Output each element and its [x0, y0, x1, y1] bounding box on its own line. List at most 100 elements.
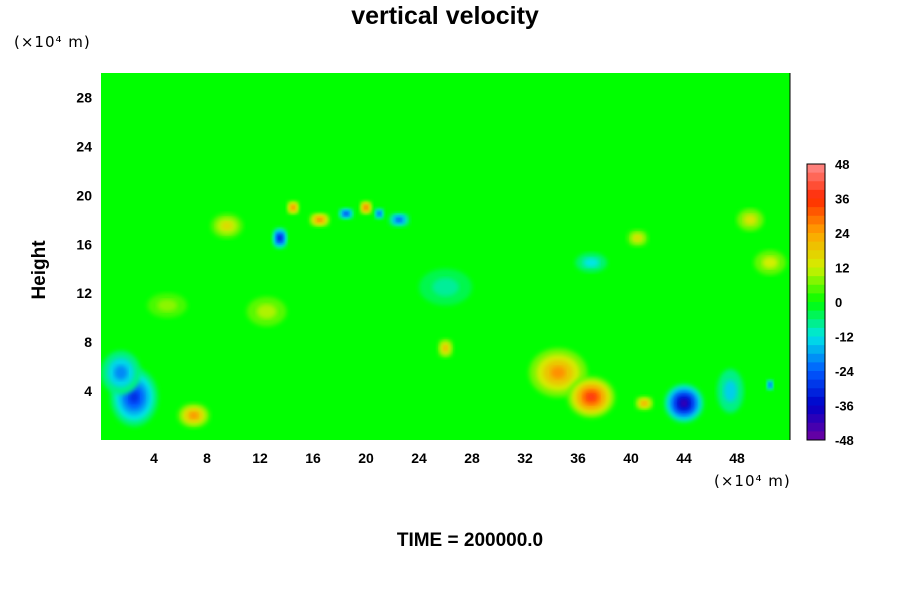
y-tick-label: 28	[76, 89, 92, 105]
field-contour	[769, 383, 771, 387]
colorbar-band	[807, 405, 825, 415]
x-tick-label: 32	[517, 450, 533, 466]
colorbar-band	[807, 327, 825, 337]
y-tick-label: 16	[76, 236, 92, 252]
field-feature	[567, 376, 616, 418]
colorbar-band	[807, 215, 825, 225]
colorbar-tick-label: -48	[835, 433, 854, 448]
field-feature	[373, 207, 385, 220]
colorbar-band	[807, 172, 825, 182]
colorbar-band	[807, 233, 825, 243]
field-feature	[177, 403, 210, 428]
colorbar-band	[807, 241, 825, 251]
field-contour	[344, 212, 348, 215]
velocity-field	[101, 200, 787, 428]
x-tick-label: 20	[358, 450, 374, 466]
field-feature	[575, 252, 608, 273]
field-feature	[419, 268, 472, 306]
colorbar-band	[807, 189, 825, 199]
colorbar-band	[807, 396, 825, 406]
field-contour	[762, 256, 779, 269]
x-tick-label: 24	[411, 450, 427, 466]
colorbar-band	[807, 276, 825, 286]
field-feature	[627, 229, 649, 247]
field-feature	[737, 208, 764, 231]
field-feature	[359, 200, 373, 215]
field-contour	[129, 391, 139, 404]
colorbar-band	[807, 310, 825, 320]
field-feature	[766, 378, 775, 392]
colorbar-band	[807, 414, 825, 424]
y-tick-label: 24	[76, 138, 92, 154]
colorbar-band	[807, 379, 825, 389]
field-contour	[317, 218, 322, 222]
x-tick-label: 44	[676, 450, 692, 466]
y-axis-label: Height	[29, 240, 50, 300]
field-feature	[388, 212, 410, 228]
field-contour	[189, 412, 198, 419]
y-axis-unit: (×10⁴ m)	[14, 33, 91, 51]
colorbar-band	[807, 224, 825, 234]
time-label: TIME = 200000.0	[396, 530, 544, 551]
colorbar-band	[807, 371, 825, 381]
colorbar-band	[807, 250, 825, 260]
y-tick-label: 8	[84, 334, 92, 350]
colorbar-band	[807, 336, 825, 346]
colorbar-tick-label: -36	[835, 399, 854, 414]
colorbar-ticks: 48 36 24 12 0 -12 -24 -36 -48	[835, 157, 855, 448]
field-contour	[634, 235, 642, 242]
colorbar-tick-label: -12	[835, 330, 854, 345]
y-tick-label: 12	[76, 285, 92, 301]
colorbar-band	[807, 267, 825, 277]
field-feature	[634, 395, 654, 411]
colorbar-band	[807, 207, 825, 217]
x-tick-label: 36	[570, 450, 586, 466]
field-contour	[743, 214, 757, 226]
field-feature	[437, 338, 454, 359]
y-tick-label: 4	[84, 383, 92, 399]
field-feature	[210, 213, 243, 239]
field-feature	[147, 293, 188, 318]
field-contour	[641, 401, 647, 406]
x-tick-label: 4	[150, 450, 158, 466]
x-axis-unit: (×10⁴ m)	[714, 472, 791, 490]
colorbar-band	[807, 345, 825, 355]
colorbar-band	[807, 198, 825, 208]
colorbar-band	[807, 164, 825, 174]
field-contour	[587, 393, 596, 401]
x-tick-label: 16	[305, 450, 321, 466]
plot-area	[101, 73, 790, 440]
colorbar-band	[807, 181, 825, 191]
field-contour	[256, 304, 277, 319]
field-contour	[364, 206, 368, 210]
colorbar-band	[807, 388, 825, 398]
field-feature	[286, 200, 300, 215]
x-axis-ticks: 4 8 12 16 20 24 28 32 36 40 44 48	[150, 450, 745, 466]
colorbar-border	[806, 163, 826, 441]
field-feature	[246, 296, 287, 327]
x-tick-label: 12	[252, 450, 268, 466]
y-tick-label: 20	[76, 187, 92, 203]
colorbar-band	[807, 431, 825, 441]
colorbar-tick-label: -24	[835, 364, 855, 379]
colorbar	[806, 163, 826, 441]
field-contour	[723, 380, 737, 403]
field-contour	[443, 345, 448, 351]
colorbar-tick-label: 0	[835, 295, 842, 310]
field-contour	[221, 221, 233, 230]
colorbar-tick-label: 24	[835, 226, 850, 241]
field-contour	[396, 217, 402, 222]
field-contour	[681, 400, 687, 407]
colorbar-band	[807, 293, 825, 303]
chart-title: vertical velocity	[351, 2, 539, 30]
colorbar-band	[807, 284, 825, 294]
colorbar-band	[807, 302, 825, 312]
field-feature	[309, 212, 331, 228]
x-tick-label: 8	[203, 450, 211, 466]
colorbar-tick-label: 48	[835, 157, 849, 172]
field-contour	[291, 206, 295, 210]
field-contour	[583, 257, 600, 268]
colorbar-tick-label: 12	[835, 261, 849, 276]
field-contour	[157, 299, 178, 312]
field-feature	[338, 207, 355, 220]
